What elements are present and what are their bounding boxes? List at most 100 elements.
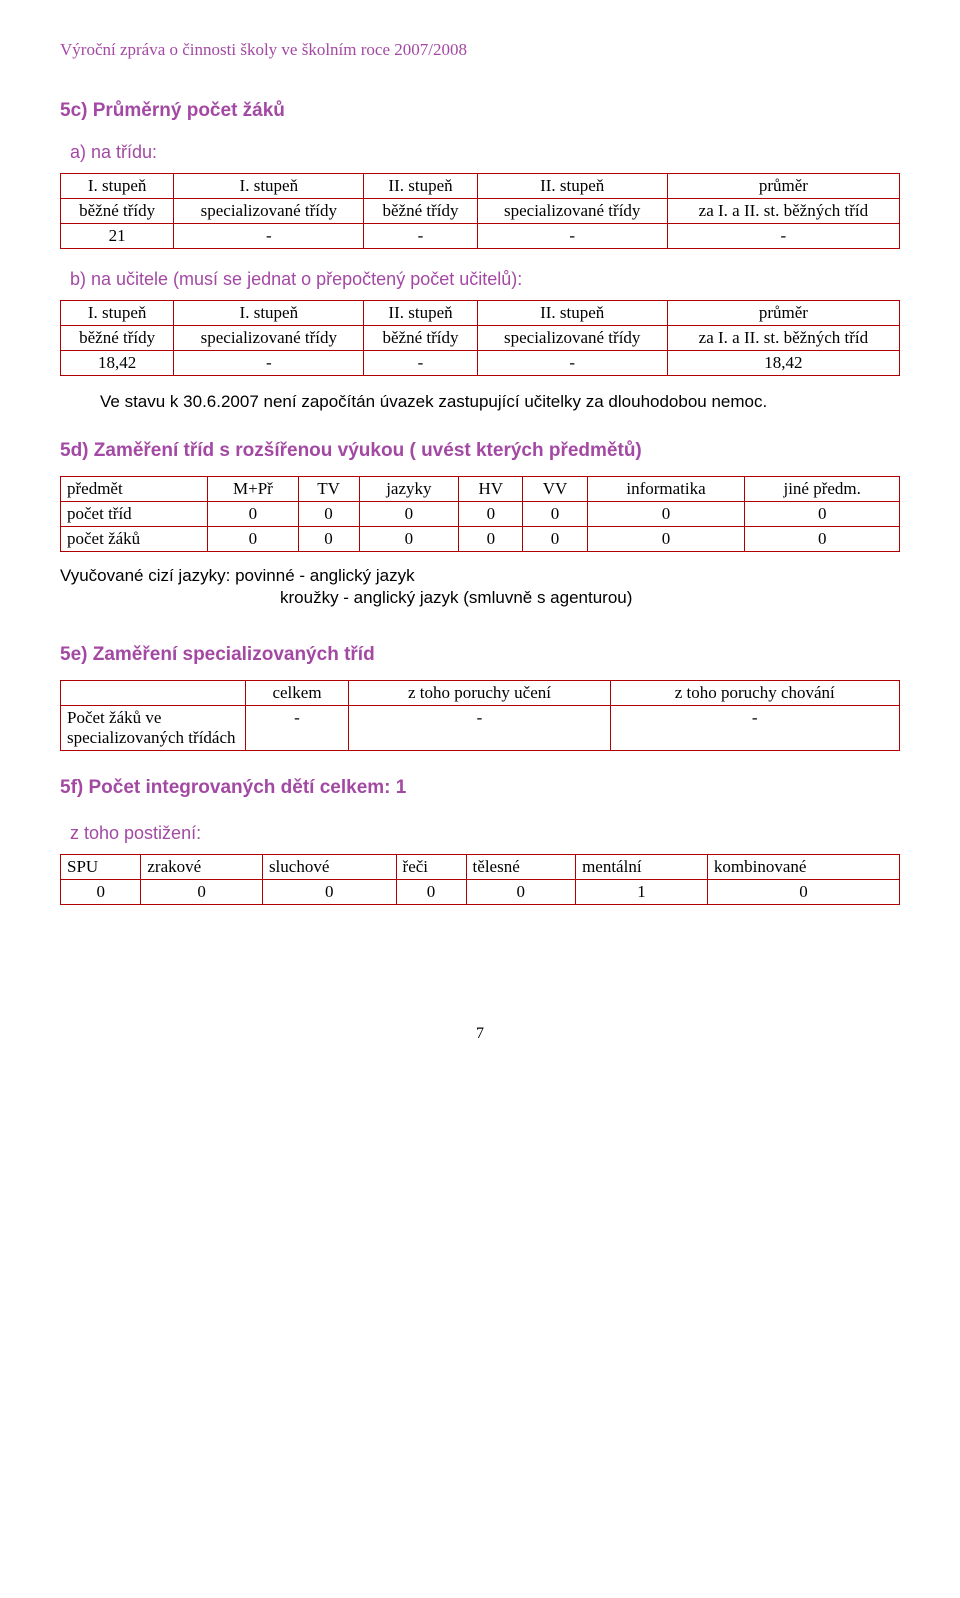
table-row: 0 0 0 0 0 1 0 [61, 880, 900, 905]
cell: HV [459, 477, 523, 502]
cell: 21 [61, 224, 174, 249]
cell: celkem [245, 681, 349, 706]
table-row: Počet žáků ve specializovaných třídách -… [61, 706, 900, 751]
table-row: 18,42 - - - 18,42 [61, 351, 900, 376]
cell: specializované třídy [477, 326, 667, 351]
cell: běžné třídy [364, 326, 477, 351]
cell: II. stupeň [477, 174, 667, 199]
cell: 18,42 [61, 351, 174, 376]
cell: běžné třídy [61, 326, 174, 351]
cell: specializované třídy [174, 199, 364, 224]
doc-header: Výroční zpráva o činnosti školy ve školn… [60, 40, 900, 60]
cell: I. stupeň [61, 301, 174, 326]
cell: sluchové [262, 855, 396, 880]
cell: běžné třídy [61, 199, 174, 224]
cell: z toho poruchy učení [349, 681, 610, 706]
cell: 1 [576, 880, 708, 905]
cell: jiné předm. [745, 477, 900, 502]
languages-line2: kroužky - anglický jazyk (smluvně s agen… [280, 588, 900, 608]
cell: I. stupeň [61, 174, 174, 199]
cell: 0 [587, 527, 745, 552]
cell: průměr [667, 301, 899, 326]
cell: zrakové [141, 855, 263, 880]
cell: 0 [61, 880, 141, 905]
cell: za I. a II. st. běžných tříd [667, 199, 899, 224]
cell: - [477, 224, 667, 249]
cell: počet tříd [61, 502, 208, 527]
cell: 0 [745, 502, 900, 527]
cell: 0 [396, 880, 466, 905]
table-d: předmět M+Př TV jazyky HV VV informatika… [60, 476, 900, 552]
cell: I. stupeň [174, 301, 364, 326]
table-row: I. stupeň I. stupeň II. stupeň II. stupe… [61, 301, 900, 326]
table-row: SPU zrakové sluchové řeči tělesné mentál… [61, 855, 900, 880]
cell: 0 [359, 527, 459, 552]
cell: I. stupeň [174, 174, 364, 199]
table-a: I. stupeň I. stupeň II. stupeň II. stupe… [60, 173, 900, 249]
heading-5c: 5c) Průměrný počet žáků [60, 100, 900, 122]
subheading-postizeni: z toho postižení: [70, 823, 900, 844]
heading-5f: 5f) Počet integrovaných dětí celkem: 1 [60, 777, 900, 799]
cell: 0 [745, 527, 900, 552]
cell [61, 681, 246, 706]
table-f: SPU zrakové sluchové řeči tělesné mentál… [60, 854, 900, 905]
cell: VV [523, 477, 587, 502]
table-row: I. stupeň I. stupeň II. stupeň II. stupe… [61, 174, 900, 199]
cell: z toho poruchy chování [610, 681, 900, 706]
table-e: celkem z toho poruchy učení z toho poruc… [60, 680, 900, 751]
page-number: 7 [60, 1025, 900, 1043]
cell: 0 [262, 880, 396, 905]
cell: - [349, 706, 610, 751]
cell: 0 [587, 502, 745, 527]
cell: II. stupeň [364, 174, 477, 199]
cell: za I. a II. st. běžných tříd [667, 326, 899, 351]
cell: 0 [298, 527, 359, 552]
heading-5e: 5e) Zaměření specializovaných tříd [60, 644, 900, 666]
cell: M+Př [208, 477, 298, 502]
cell: specializované třídy [174, 326, 364, 351]
cell: řeči [396, 855, 466, 880]
cell: předmět [61, 477, 208, 502]
cell: - [610, 706, 900, 751]
cell: 0 [459, 527, 523, 552]
cell: 0 [523, 502, 587, 527]
cell: 0 [208, 502, 298, 527]
table-row: celkem z toho poruchy učení z toho poruc… [61, 681, 900, 706]
subheading-b: b) na učitele (musí se jednat o přepočte… [70, 269, 900, 290]
cell: počet žáků [61, 527, 208, 552]
cell: SPU [61, 855, 141, 880]
cell: II. stupeň [364, 301, 477, 326]
cell: TV [298, 477, 359, 502]
subheading-a: a) na třídu: [70, 142, 900, 163]
cell: - [245, 706, 349, 751]
cell: - [364, 351, 477, 376]
cell: 0 [459, 502, 523, 527]
cell: 0 [359, 502, 459, 527]
table-row: běžné třídy specializované třídy běžné t… [61, 199, 900, 224]
heading-5d: 5d) Zaměření tříd s rozšířenou výukou ( … [60, 440, 900, 462]
table-row: běžné třídy specializované třídy běžné t… [61, 326, 900, 351]
table-row: počet žáků 0 0 0 0 0 0 0 [61, 527, 900, 552]
table-row: počet tříd 0 0 0 0 0 0 0 [61, 502, 900, 527]
cell: 0 [466, 880, 576, 905]
cell: II. stupeň [477, 301, 667, 326]
note-text: Ve stavu k 30.6.2007 není započítán úvaz… [100, 392, 900, 412]
table-row: předmět M+Př TV jazyky HV VV informatika… [61, 477, 900, 502]
cell: 0 [298, 502, 359, 527]
cell: informatika [587, 477, 745, 502]
table-b: I. stupeň I. stupeň II. stupeň II. stupe… [60, 300, 900, 376]
cell: jazyky [359, 477, 459, 502]
cell: 0 [523, 527, 587, 552]
cell: specializované třídy [477, 199, 667, 224]
cell: - [174, 351, 364, 376]
cell: Počet žáků ve specializovaných třídách [61, 706, 246, 751]
cell: tělesné [466, 855, 576, 880]
cell: průměr [667, 174, 899, 199]
cell: - [174, 224, 364, 249]
cell: - [364, 224, 477, 249]
cell: mentální [576, 855, 708, 880]
cell: - [667, 224, 899, 249]
cell: 18,42 [667, 351, 899, 376]
cell: 0 [208, 527, 298, 552]
languages-line1: Vyučované cizí jazyky: povinné - anglick… [60, 566, 900, 586]
